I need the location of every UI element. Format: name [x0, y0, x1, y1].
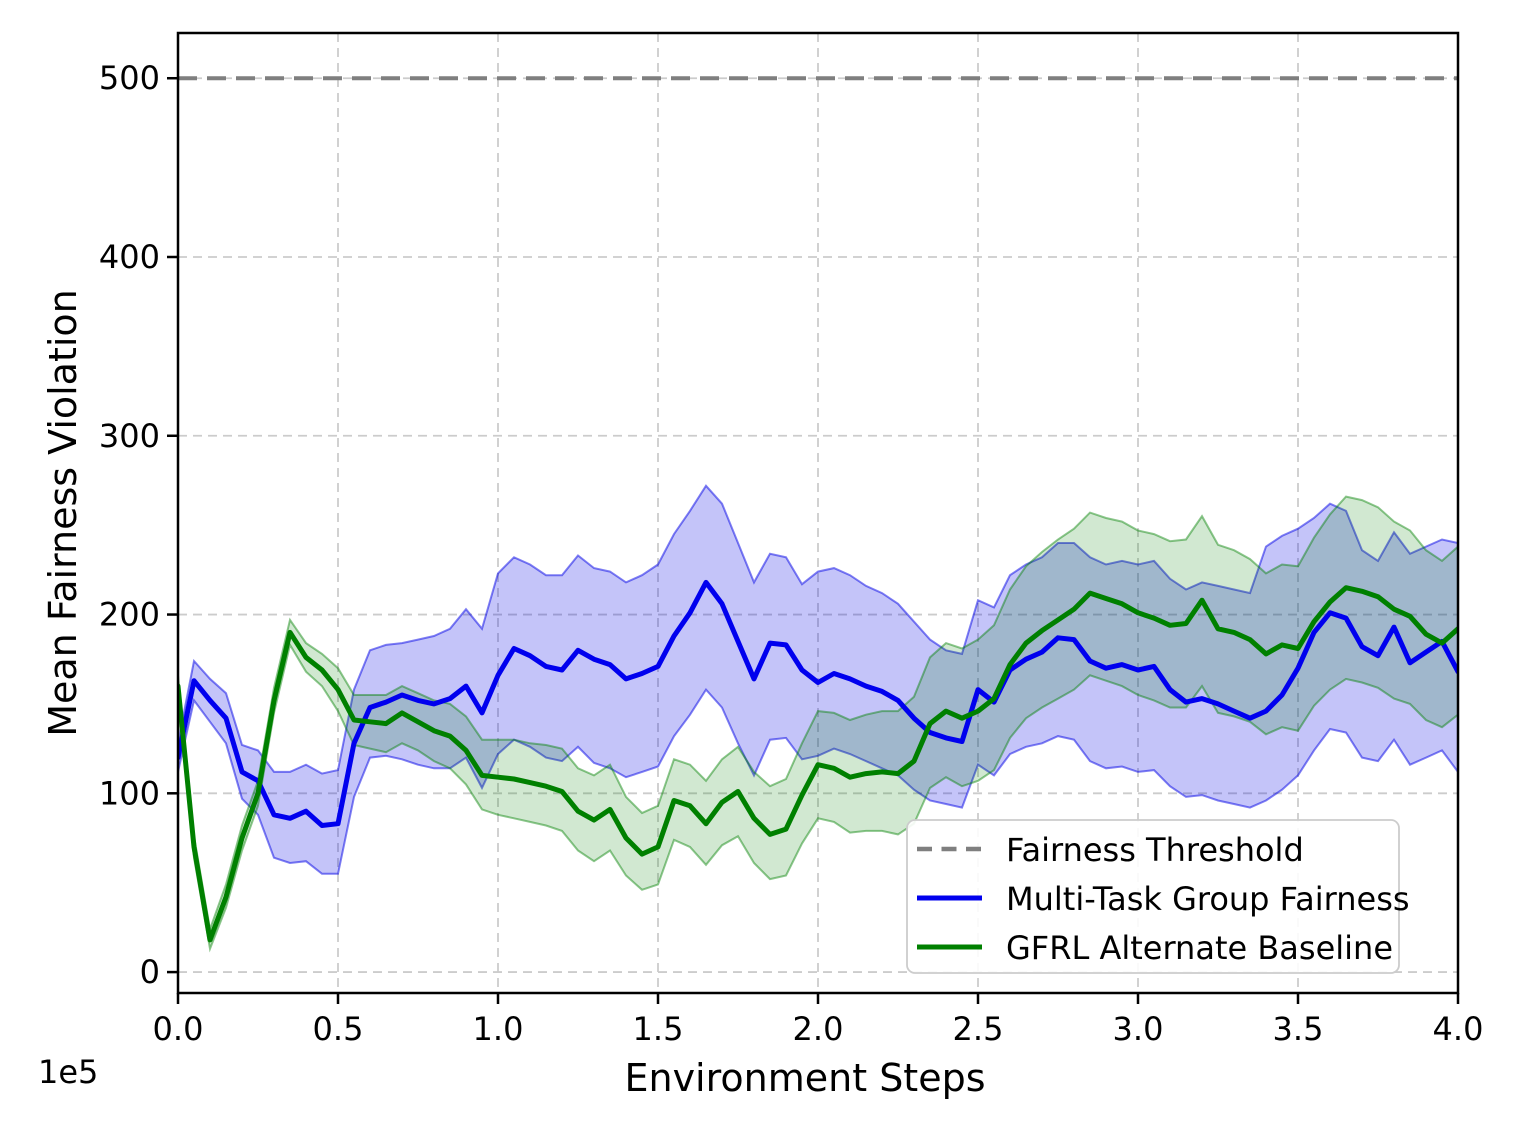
x-tick-label: 4.0	[1433, 1010, 1484, 1048]
x-axis-ticks: 0.0 0.5 1.0 1.5 2.0 2.5 3.0 3.5 4.0	[153, 993, 1484, 1048]
x-tick-label: 2.0	[793, 1010, 844, 1048]
y-tick-label: 400	[99, 238, 160, 276]
legend-item-threshold: Fairness Threshold	[917, 831, 1304, 869]
legend: Fairness Threshold Multi-Task Group Fair…	[906, 819, 1410, 974]
x-tick-label: 0.0	[153, 1010, 204, 1048]
x-tick-label: 1.0	[473, 1010, 524, 1048]
legend-item-multitask: Multi-Task Group Fairness	[917, 880, 1410, 918]
y-tick-label: 0	[140, 953, 160, 991]
x-tick-label: 1.5	[633, 1010, 684, 1048]
series-line-0	[178, 579, 1458, 828]
x-axis-label: Environment Steps	[624, 1056, 985, 1100]
legend-label-gfrl: GFRL Alternate Baseline	[1006, 929, 1393, 967]
y-tick-label: 500	[99, 59, 160, 97]
legend-label-threshold: Fairness Threshold	[1006, 831, 1304, 869]
y-tick-label: 200	[99, 596, 160, 634]
legend-box	[906, 819, 1400, 974]
series-line-1	[178, 585, 1458, 943]
x-tick-label: 3.5	[1273, 1010, 1324, 1048]
x-axis-offset-text: 1e5	[38, 1053, 98, 1091]
y-axis-label: Mean Fairness Violation	[41, 289, 85, 737]
legend-label-multitask: Multi-Task Group Fairness	[1006, 880, 1410, 918]
series-lines	[178, 579, 1458, 943]
y-axis-ticks: 0 100 200 300 400 500	[99, 59, 178, 991]
confidence-band-1	[178, 495, 1458, 953]
x-tick-label: 2.5	[953, 1010, 1004, 1048]
y-tick-label: 300	[99, 417, 160, 455]
legend-item-gfrl: GFRL Alternate Baseline	[917, 929, 1393, 967]
x-tick-label: 0.5	[313, 1010, 364, 1048]
y-tick-label: 100	[99, 774, 160, 812]
x-tick-label: 3.0	[1113, 1010, 1164, 1048]
